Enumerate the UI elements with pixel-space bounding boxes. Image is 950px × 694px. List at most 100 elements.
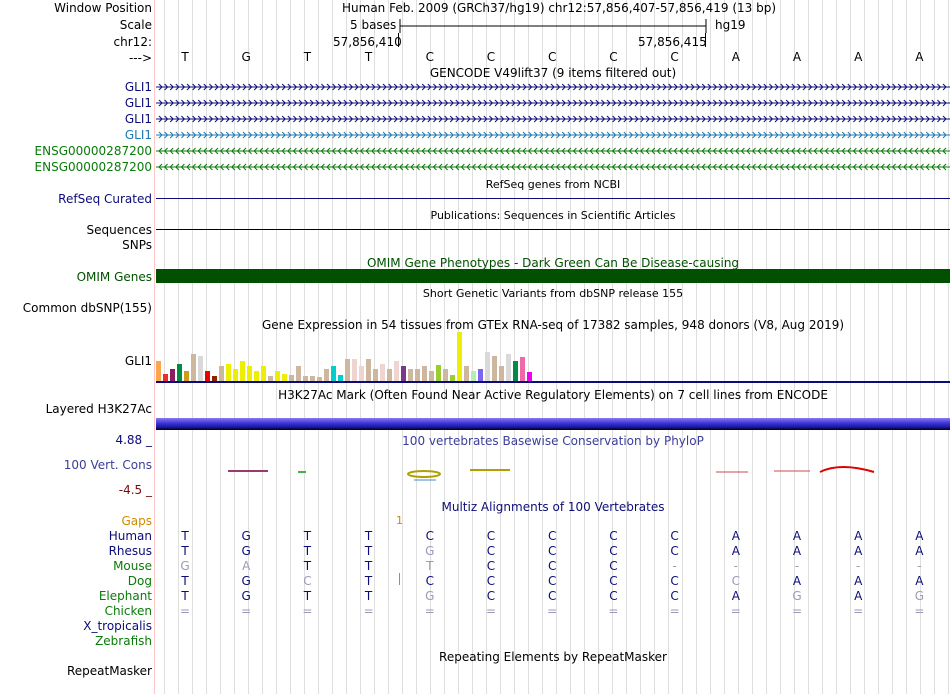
omim-label[interactable]: OMIM Genes [76, 270, 152, 284]
refseq-label[interactable]: RefSeq Curated [58, 192, 152, 206]
gaps-label[interactable]: Gaps [121, 514, 152, 528]
repeatmasker-title[interactable]: Repeating Elements by RepeatMasker [439, 650, 667, 664]
gtex-tissue-bar[interactable] [289, 375, 294, 381]
h3k27ac-label[interactable]: Layered H3K27Ac [45, 402, 152, 416]
dbsnp-label[interactable]: Common dbSNP(155) [22, 301, 152, 315]
gtex-tissue-bar[interactable] [198, 356, 203, 381]
publications-label[interactable]: Sequences [86, 223, 152, 237]
gtex-tissue-bar[interactable] [352, 359, 357, 381]
gtex-tissue-bar[interactable] [401, 366, 406, 381]
gtex-tissue-bar[interactable] [310, 376, 315, 381]
multiz-title[interactable]: Multiz Alignments of 100 Vertebrates [441, 500, 665, 514]
species-label-chicken[interactable]: Chicken [104, 604, 152, 618]
gtex-tissue-bar[interactable] [282, 374, 287, 381]
gtex-tissue-bar[interactable] [205, 371, 210, 381]
gencode-row-label[interactable]: GLI1 [124, 112, 152, 126]
omim-feature[interactable] [156, 269, 950, 283]
publications-feature[interactable] [156, 229, 950, 230]
gtex-tissue-bar[interactable] [275, 371, 280, 381]
gtex-tissue-bar[interactable] [359, 366, 364, 381]
dbsnp-title[interactable]: Short Genetic Variants from dbSNP releas… [422, 287, 684, 300]
gencode-transcript-feature[interactable] [156, 82, 950, 92]
h3k27ac-title[interactable]: H3K27Ac Mark (Often Found Near Active Re… [278, 388, 828, 402]
gtex-tissue-bar[interactable] [478, 369, 483, 381]
species-label-dog[interactable]: Dog [127, 574, 152, 588]
gtex-tissue-bar[interactable] [345, 359, 350, 381]
species-label-zebrafish[interactable]: Zebrafish [95, 634, 152, 648]
gtex-tissue-bar[interactable] [513, 361, 518, 381]
gtex-tissue-bar[interactable] [464, 366, 469, 381]
gencode-row-label[interactable]: GLI1 [124, 80, 152, 94]
gencode-row-label[interactable]: ENSG00000287200 [34, 144, 152, 158]
gtex-tissue-bar[interactable] [415, 369, 420, 381]
gtex-tissue-bar[interactable] [296, 366, 301, 381]
gtex-tissue-bar[interactable] [268, 376, 273, 381]
gtex-tissue-bar[interactable] [506, 354, 511, 381]
phylop-label[interactable]: 100 Vert. Cons [63, 458, 152, 472]
gtex-tissue-bar[interactable] [240, 361, 245, 381]
gtex-title[interactable]: Gene Expression in 54 tissues from GTEx … [261, 318, 845, 332]
omim-title[interactable]: OMIM Gene Phenotypes - Dark Green Can Be… [366, 256, 740, 270]
gtex-tissue-bar[interactable] [261, 366, 266, 381]
gencode-transcript-feature[interactable] [156, 162, 950, 172]
refseq-title[interactable]: RefSeq genes from NCBI [485, 178, 621, 191]
species-label-human[interactable]: Human [108, 529, 152, 543]
gtex-tissue-bar[interactable] [191, 354, 196, 381]
gtex-tissue-bar[interactable] [212, 376, 217, 381]
gencode-row-label[interactable]: ENSG00000287200 [34, 160, 152, 174]
gtex-tissue-bar[interactable] [366, 359, 371, 381]
gtex-tissue-bar[interactable] [317, 377, 322, 381]
repeatmasker-label[interactable]: RepeatMasker [66, 664, 152, 678]
gtex-tissue-bar[interactable] [177, 364, 182, 381]
snps-label[interactable]: SNPs [122, 238, 152, 252]
gtex-tissue-bar[interactable] [233, 369, 238, 381]
gtex-tissue-bar[interactable] [226, 364, 231, 381]
gtex-tissue-bar[interactable] [387, 369, 392, 381]
gencode-transcript-feature[interactable] [156, 114, 950, 124]
gtex-tissue-bar[interactable] [324, 369, 329, 381]
gtex-tissue-bar[interactable] [408, 369, 413, 381]
gtex-tissue-bar[interactable] [422, 366, 427, 381]
species-label-x_tropicalis[interactable]: X_tropicalis [83, 619, 152, 633]
gtex-tissue-bar[interactable] [156, 361, 161, 381]
species-label-mouse[interactable]: Mouse [113, 559, 152, 573]
gtex-tissue-bar[interactable] [429, 371, 434, 381]
gtex-tissue-bar[interactable] [443, 369, 448, 381]
species-label-elephant[interactable]: Elephant [98, 589, 152, 603]
gtex-bar-chart[interactable] [156, 332, 536, 381]
gtex-tissue-bar[interactable] [338, 375, 343, 381]
gtex-tissue-bar[interactable] [219, 366, 224, 381]
gtex-tissue-bar[interactable] [247, 366, 252, 381]
gtex-tissue-bar[interactable] [457, 332, 462, 381]
gtex-tissue-bar[interactable] [436, 365, 441, 381]
gtex-tissue-bar[interactable] [499, 366, 504, 381]
gtex-tissue-bar[interactable] [520, 357, 525, 381]
gencode-transcript-feature[interactable] [156, 130, 950, 140]
refseq-feature[interactable] [156, 198, 950, 199]
gencode-transcript-feature[interactable] [156, 98, 950, 108]
gtex-tissue-bar[interactable] [492, 356, 497, 381]
gencode-row-label[interactable]: GLI1 [124, 128, 152, 142]
gtex-label[interactable]: GLI1 [124, 354, 152, 368]
gencode-title[interactable]: GENCODE V49lift37 (9 items filtered out) [429, 66, 677, 80]
phylop-title[interactable]: 100 vertebrates Basewise Conservation by… [402, 434, 704, 448]
h3k27ac-signal[interactable] [156, 418, 950, 430]
gtex-tissue-bar[interactable] [373, 369, 378, 381]
gtex-tissue-bar[interactable] [527, 372, 532, 381]
phylop-signal[interactable] [156, 462, 950, 482]
gtex-tissue-bar[interactable] [450, 375, 455, 381]
gencode-row-label[interactable]: GLI1 [124, 96, 152, 110]
gtex-tissue-bar[interactable] [380, 364, 385, 381]
gtex-tissue-bar[interactable] [303, 376, 308, 381]
gtex-tissue-bar[interactable] [394, 361, 399, 381]
gtex-tissue-bar[interactable] [184, 371, 189, 381]
gtex-tissue-bar[interactable] [471, 371, 476, 381]
gtex-tissue-bar[interactable] [331, 366, 336, 381]
gtex-tissue-bar[interactable] [163, 374, 168, 381]
gtex-tissue-bar[interactable] [254, 371, 259, 381]
species-label-rhesus[interactable]: Rhesus [108, 544, 152, 558]
gtex-tissue-bar[interactable] [170, 369, 175, 381]
publications-title[interactable]: Publications: Sequences in Scientific Ar… [430, 209, 676, 222]
gtex-tissue-bar[interactable] [485, 352, 490, 381]
gencode-transcript-feature[interactable] [156, 146, 950, 156]
